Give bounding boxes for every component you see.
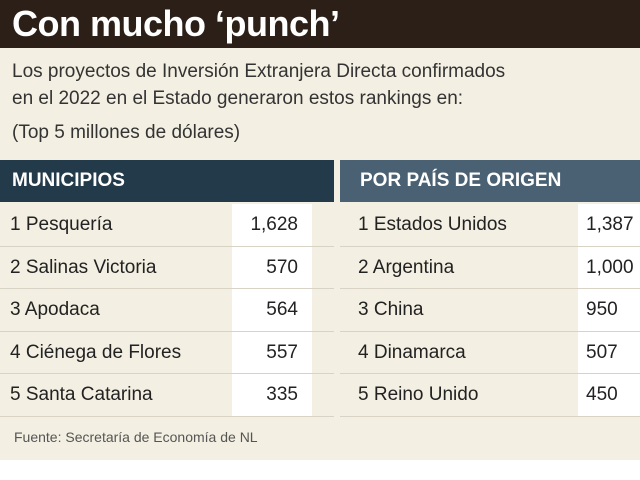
source-note: Fuente: Secretaría de Economía de NL <box>14 429 258 445</box>
table-row: 5 Reino Unido 450 <box>340 374 640 417</box>
page-title: Con mucho ‘punch’ <box>12 3 340 44</box>
table-row: 1 Pesquería 1,628 <box>0 204 334 247</box>
pais-heading: POR PAÍS DE ORIGEN <box>340 160 640 202</box>
row-value: 1,628 <box>232 204 312 246</box>
municipios-heading: MUNICIPIOS <box>0 160 334 202</box>
row-name: 2 Salinas Victoria <box>10 256 157 278</box>
intro-text: Los proyectos de Inversión Extranjera Di… <box>12 58 640 112</box>
table-row: 2 Salinas Victoria 570 <box>0 246 334 289</box>
table-row: 3 China 950 <box>340 289 640 332</box>
row-value: 570 <box>232 246 312 288</box>
table-row: 2 Argentina 1,000 <box>340 246 640 289</box>
row-value: 1,000 <box>578 246 640 288</box>
table-row: 5 Santa Catarina 335 <box>0 374 334 417</box>
row-value: 507 <box>578 331 640 373</box>
pais-table: 1 Estados Unidos 1,387 2 Argentina 1,000… <box>340 204 640 417</box>
row-name: 2 Argentina <box>358 256 455 278</box>
row-name: 5 Santa Catarina <box>10 384 153 405</box>
subtitle: (Top 5 millones de dólares) <box>12 122 241 143</box>
table-row: 1 Estados Unidos 1,387 <box>340 204 640 247</box>
row-name: 1 Pesquería <box>10 214 113 235</box>
table-row: 4 Ciénega de Flores 557 <box>0 331 334 374</box>
row-name: 3 Apodaca <box>10 299 100 320</box>
row-value: 335 <box>232 374 312 416</box>
municipios-table: 1 Pesquería 1,628 2 Salinas Victoria 570… <box>0 204 334 417</box>
row-name: 5 Reino Unido <box>358 384 479 405</box>
row-value: 950 <box>578 289 640 331</box>
row-name: 3 China <box>358 299 424 320</box>
row-value: 1,387 <box>578 204 640 246</box>
table-row: 3 Apodaca 564 <box>0 289 334 332</box>
row-value: 557 <box>232 331 312 373</box>
table-row: 4 Dinamarca 507 <box>340 331 640 374</box>
row-value: 450 <box>578 374 640 416</box>
title-bar: Con mucho ‘punch’ <box>0 0 640 48</box>
row-value: 564 <box>232 289 312 331</box>
intro-line-2: en el 2022 en el Estado generaron estos … <box>12 88 464 109</box>
intro-line-1: Los proyectos de Inversión Extranjera Di… <box>12 61 506 82</box>
row-name: 4 Dinamarca <box>358 341 466 363</box>
row-name: 4 Ciénega de Flores <box>10 341 182 363</box>
bottom-band <box>0 460 640 480</box>
row-name: 1 Estados Unidos <box>358 214 507 235</box>
